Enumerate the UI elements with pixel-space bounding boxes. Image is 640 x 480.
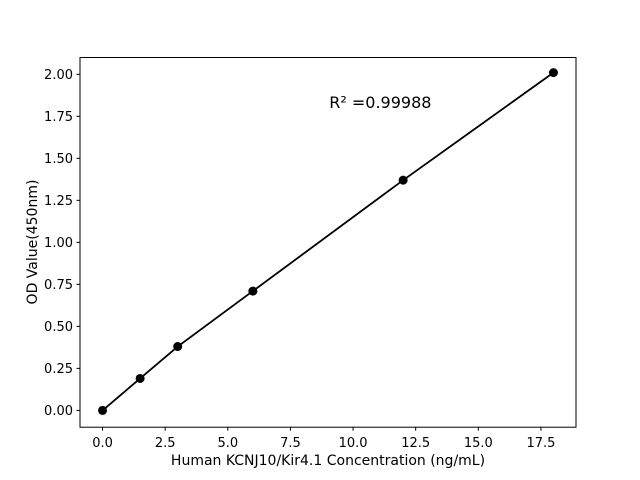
x-tick-label: 0.0 — [92, 436, 113, 451]
data-point — [398, 175, 408, 185]
y-tick-label: 0.25 — [44, 362, 73, 377]
y-tick-label: 1.75 — [44, 110, 73, 125]
y-tick-label: 0.75 — [44, 278, 73, 293]
y-tick-label: 0.50 — [44, 320, 73, 335]
data-point — [248, 286, 258, 296]
y-tick-label: 2.00 — [44, 68, 73, 83]
x-tick-label: 12.5 — [401, 436, 430, 451]
data-point — [98, 405, 108, 415]
x-tick-label: 17.5 — [526, 436, 555, 451]
y-tick-label: 1.00 — [44, 236, 73, 251]
x-axis-label: Human KCNJ10/Kir4.1 Concentration (ng/mL… — [170, 453, 486, 469]
x-tick-label: 15.0 — [464, 436, 493, 451]
x-tick-label: 7.5 — [280, 436, 301, 451]
y-axis-label: OD Value(450nm) — [25, 179, 41, 305]
x-tick-label: 5.0 — [217, 436, 238, 451]
plot-border — [79, 57, 577, 428]
y-tick-label: 0.00 — [44, 404, 73, 419]
y-tick-label: 1.50 — [44, 152, 73, 167]
data-point — [135, 373, 145, 383]
r-squared-annotation: R² =0.99988 — [329, 92, 432, 112]
data-point — [173, 342, 183, 352]
y-tick-label: 1.25 — [44, 194, 73, 209]
x-tick-label: 2.5 — [155, 436, 176, 451]
fit-line — [101, 71, 554, 412]
data-point — [548, 68, 558, 78]
x-tick-label: 10.0 — [339, 436, 368, 451]
